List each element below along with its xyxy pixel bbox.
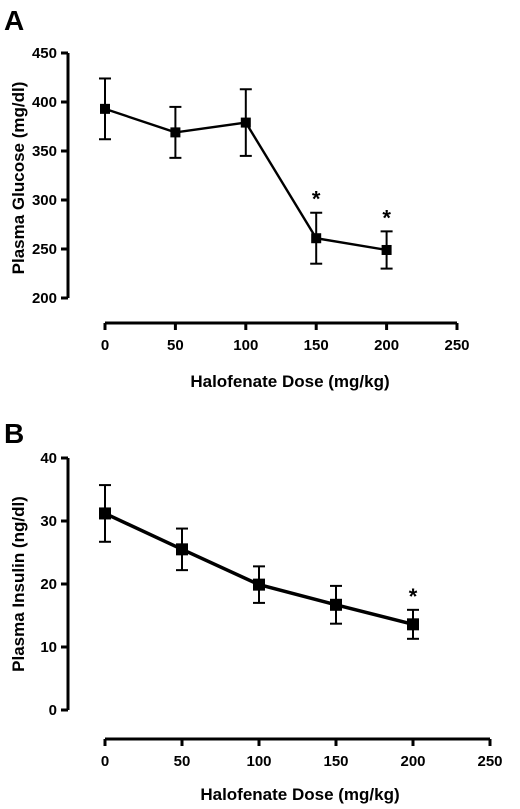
panel-a: A 200 250 300 350 400 450 Plasma Glucose (mg/dl… <box>4 5 470 391</box>
x-tick-label: 50 <box>174 753 191 770</box>
data-point <box>253 578 265 591</box>
x-tick-label: 150 <box>304 337 329 354</box>
x-axis-title: Halofenate Dose (mg/kg) <box>200 785 399 804</box>
y-tick-label: 40 <box>40 450 57 467</box>
y-tick-label: 400 <box>32 94 57 111</box>
y-tick-label: 30 <box>40 513 57 530</box>
y-axis-title: Plasma Glucose (mg/dl) <box>9 82 28 275</box>
x-tick-label: 0 <box>101 337 109 354</box>
x-tick-label: 150 <box>323 753 348 770</box>
y-tick-label: 450 <box>32 45 57 62</box>
x-tick-label: 100 <box>233 337 258 354</box>
y-tick-label: 350 <box>32 143 57 160</box>
panel-b: B 0 10 20 30 40 Plasma Insulin (ng/dl) 0 50 100 15… <box>4 418 503 804</box>
data-point <box>170 127 181 138</box>
y-tick-label: 20 <box>40 576 57 593</box>
data-point <box>99 507 111 520</box>
panel-letter: A <box>4 5 24 36</box>
significance-marker: * <box>312 187 321 212</box>
data-point <box>330 598 342 611</box>
data-point <box>240 117 251 128</box>
x-axis-title: Halofenate Dose (mg/kg) <box>190 372 389 391</box>
y-tick-label: 0 <box>49 702 57 719</box>
x-tick-label: 0 <box>101 753 109 770</box>
x-tick-label: 50 <box>167 337 184 354</box>
data-point <box>407 618 419 631</box>
y-axis-title: Plasma Insulin (ng/dl) <box>9 496 28 672</box>
x-tick-label: 250 <box>444 337 469 354</box>
significance-marker: * <box>409 584 418 609</box>
y-tick-label: 250 <box>32 241 57 258</box>
x-tick-label: 100 <box>246 753 271 770</box>
data-point <box>176 543 188 556</box>
x-tick-label: 200 <box>374 337 399 354</box>
x-tick-label: 200 <box>400 753 425 770</box>
panel-letter: B <box>4 418 24 449</box>
data-point <box>100 103 110 114</box>
y-tick-label: 200 <box>32 290 57 307</box>
data-point <box>381 244 392 255</box>
significance-marker: * <box>382 205 391 230</box>
data-point <box>311 233 322 244</box>
x-tick-label: 250 <box>477 753 502 770</box>
y-tick-label: 300 <box>32 192 57 209</box>
y-tick-label: 10 <box>40 639 57 656</box>
